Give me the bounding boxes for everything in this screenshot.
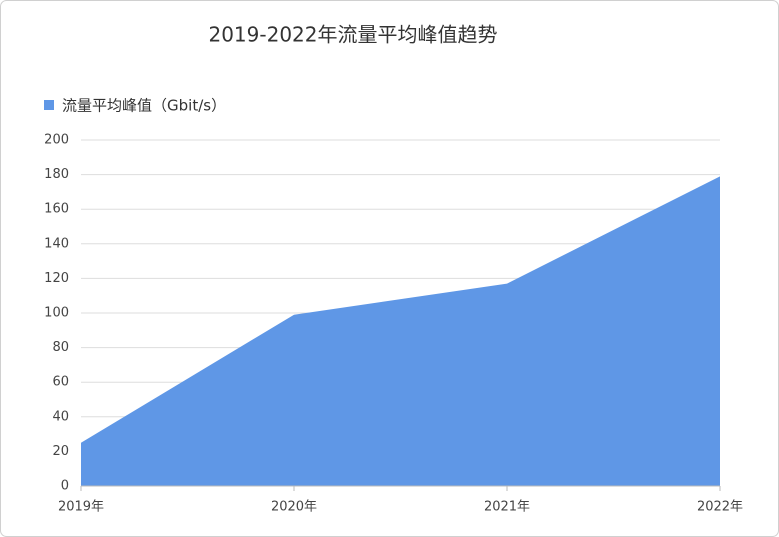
area [81, 176, 720, 486]
y-tick-label: 140 [44, 236, 69, 251]
y-tick-label: 0 [61, 479, 69, 494]
y-tick-label: 60 [52, 375, 69, 390]
x-tick-label: 2019年 [58, 500, 104, 515]
y-tick-label: 120 [44, 271, 69, 286]
y-tick-label: 180 [44, 167, 69, 182]
legend-label: 流量平均峰值（Gbit/s） [62, 97, 226, 115]
x-tick-label: 2020年 [271, 500, 317, 515]
legend-swatch [44, 100, 54, 110]
chart-title: 2019-2022年流量平均峰值趋势 [208, 23, 497, 47]
y-tick-label: 100 [44, 306, 69, 321]
y-tick-label: 20 [52, 444, 69, 459]
y-tick-label: 40 [52, 409, 69, 424]
x-tick-label: 2021年 [484, 500, 530, 515]
y-tick-label: 160 [44, 202, 69, 217]
y-tick-label: 80 [52, 340, 69, 355]
x-tick-label: 2022年 [697, 500, 743, 515]
y-tick-label: 200 [44, 133, 69, 148]
